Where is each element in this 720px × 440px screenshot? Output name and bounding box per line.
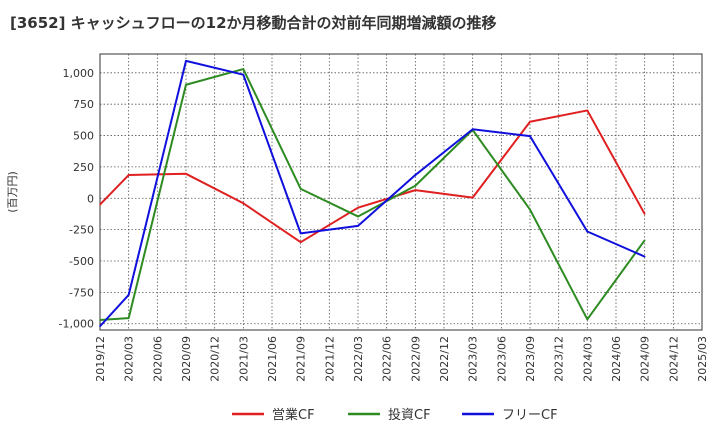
data-point [242, 202, 245, 205]
data-point [127, 294, 130, 296]
data-point [586, 109, 589, 112]
x-tick-label: 2023/03 [467, 336, 480, 382]
data-point [529, 120, 531, 123]
y-tick-label: 500 [73, 130, 94, 143]
legend-label: フリーCF [502, 408, 558, 423]
x-tick-label: 2024/06 [610, 336, 623, 382]
axis-layer [99, 53, 703, 331]
data-point [643, 213, 646, 215]
data-point [127, 317, 130, 319]
series-line-営業CF [99, 109, 646, 244]
x-tick-label: 2021/06 [266, 336, 279, 382]
x-tick-label: 2022/12 [438, 336, 451, 382]
data-point [471, 128, 474, 131]
y-tick-label: -250 [69, 224, 94, 237]
x-tick-label: 2020/12 [209, 336, 222, 382]
data-point [242, 73, 245, 76]
x-tick-label: 2021/12 [323, 336, 336, 382]
x-tick-label: 2024/09 [639, 336, 652, 382]
legend-label: 投資CF [388, 407, 431, 423]
data-point [643, 255, 646, 258]
data-point [99, 203, 101, 206]
data-point [185, 83, 187, 86]
data-point [357, 225, 359, 227]
data-point [99, 325, 101, 328]
data-point [529, 135, 531, 137]
data-point [414, 174, 417, 176]
series-line-投資CF [99, 68, 646, 321]
y-tick-label: -500 [69, 255, 94, 268]
x-tick-label: 2021/09 [295, 336, 308, 382]
x-tick-label: 2022/03 [352, 336, 365, 382]
data-point [242, 68, 245, 70]
data-point [127, 174, 130, 176]
data-point [299, 241, 302, 243]
data-point [185, 173, 187, 175]
data-point [529, 208, 531, 211]
x-tick-label: 2023/12 [553, 336, 566, 382]
data-point [414, 184, 417, 187]
x-tick-label: 2025/03 [696, 336, 709, 382]
x-tick-label: 2022/06 [381, 336, 394, 382]
data-point [299, 188, 302, 190]
data-point [99, 319, 101, 321]
data-point [185, 60, 187, 62]
data-point [299, 232, 302, 235]
x-tick-label: 2019/12 [94, 336, 107, 382]
data-point [357, 215, 359, 218]
legend-layer: 営業CF 投資CF フリーCF [232, 407, 558, 423]
x-tick-label: 2020/09 [180, 336, 193, 382]
x-tick-label: 2023/09 [524, 336, 537, 382]
chart-title: [3652] キャッシュフローの12か月移動合計の対前年同期増減額の推移 [10, 14, 497, 32]
x-tick-label: 2020/03 [123, 336, 136, 382]
data-point [586, 230, 589, 233]
plot-frame [99, 53, 703, 331]
y-tick-label: 0 [87, 192, 94, 205]
y-axis-label: (百万円) [6, 171, 19, 213]
series-layer [99, 59, 646, 328]
data-point [357, 206, 359, 209]
y-tick-label: -750 [69, 286, 94, 299]
y-tick-label: 250 [73, 161, 94, 174]
legend-label: 営業CF [272, 407, 315, 423]
grid-layer [100, 54, 702, 330]
data-point [643, 239, 646, 242]
x-tick-label: 2024/03 [581, 336, 594, 382]
x-tick-label: 2020/06 [151, 336, 164, 382]
y-tick-label: 1,000 [63, 67, 95, 80]
x-tick-label: 2021/03 [237, 336, 250, 382]
y-tick-label: 750 [73, 98, 94, 111]
x-tick-label: 2022/09 [409, 336, 422, 382]
data-point [471, 196, 474, 199]
y-tick-label: -1,000 [59, 318, 94, 331]
data-point [414, 189, 417, 191]
x-tick-label: 2023/06 [495, 336, 508, 382]
data-point [586, 318, 589, 321]
label-layer: 1,000 750 500 250 0 -250 -500 -750 -1,0002019/12… [6, 67, 709, 382]
x-tick-label: 2024/12 [667, 336, 680, 382]
